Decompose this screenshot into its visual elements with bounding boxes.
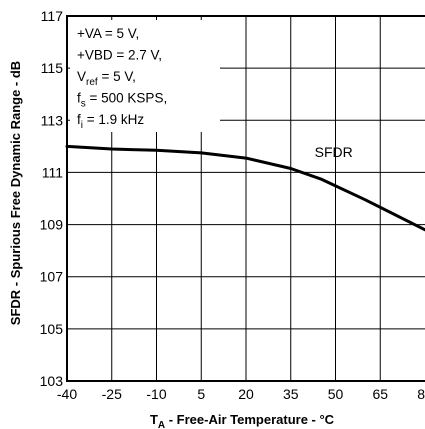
condition-line: fi = 1.9 kHz bbox=[77, 112, 144, 131]
x-tick-label: 20 bbox=[238, 386, 254, 402]
y-tick-label: 105 bbox=[40, 321, 64, 337]
condition-main: +VBD = 2.7 V, bbox=[77, 48, 162, 63]
conditions-box bbox=[70, 20, 220, 132]
condition-main: f bbox=[77, 91, 81, 106]
series-group: SFDR bbox=[65, 144, 425, 232]
series-label-sfdr: SFDR bbox=[315, 144, 353, 160]
condition-main: +VA = 5 V, bbox=[77, 26, 139, 41]
x-tick-label: 65 bbox=[372, 386, 388, 402]
x-axis-title-main: T bbox=[150, 412, 158, 427]
x-axis-title: TA - Free-Air Temperature - °C bbox=[150, 412, 335, 429]
x-tick-label: -10 bbox=[146, 386, 166, 402]
y-tick-label: 103 bbox=[40, 373, 64, 389]
x-tick-label: -40 bbox=[57, 386, 77, 402]
condition-line: Vref = 5 V, bbox=[77, 69, 136, 88]
condition-main: f bbox=[77, 112, 81, 127]
y-tick-label: 107 bbox=[40, 269, 64, 285]
tick-labels: -40 -25 -10 5 20 35 50 65 80 103 105 107 109 111 113 11… bbox=[40, 8, 425, 402]
condition-rest: = 1.9 kHz bbox=[83, 112, 144, 127]
x-tick-label: 5 bbox=[197, 386, 205, 402]
x-axis-title-subscript: A bbox=[158, 420, 165, 429]
y-tick-label: 115 bbox=[41, 60, 64, 76]
y-tick-label: 113 bbox=[41, 112, 64, 128]
x-axis-title-rest: - Free-Air Temperature - °C bbox=[165, 412, 335, 427]
y-tick-label: 109 bbox=[40, 217, 64, 233]
condition-line: fs = 500 KSPS, bbox=[77, 91, 167, 110]
conditions-text: +VA = 5 V, +VBD = 2.7 V, Vref = 5 V, fs = 5… bbox=[77, 26, 167, 131]
sfdr-line bbox=[65, 144, 425, 232]
condition-subscript: i bbox=[81, 120, 83, 131]
y-axis-title: SFDR - Spurious Free Dynamic Range - dB bbox=[8, 61, 23, 325]
x-tick-label: 35 bbox=[283, 386, 299, 402]
condition-subscript: ref bbox=[86, 77, 98, 88]
condition-subscript: s bbox=[81, 99, 86, 110]
y-tick-label: 111 bbox=[42, 164, 63, 180]
x-tick-label: 50 bbox=[328, 386, 344, 402]
condition-rest: = 500 KSPS, bbox=[86, 91, 167, 106]
plot-frame bbox=[66, 15, 425, 382]
x-tick-label: -25 bbox=[102, 386, 122, 402]
y-tick-label: 117 bbox=[41, 8, 64, 24]
condition-main: V bbox=[77, 69, 86, 84]
condition-line: +VBD = 2.7 V, bbox=[77, 48, 162, 63]
x-tick-label: 80 bbox=[417, 386, 425, 402]
condition-rest: = 5 V, bbox=[98, 69, 136, 84]
condition-line: +VA = 5 V, bbox=[77, 26, 139, 41]
